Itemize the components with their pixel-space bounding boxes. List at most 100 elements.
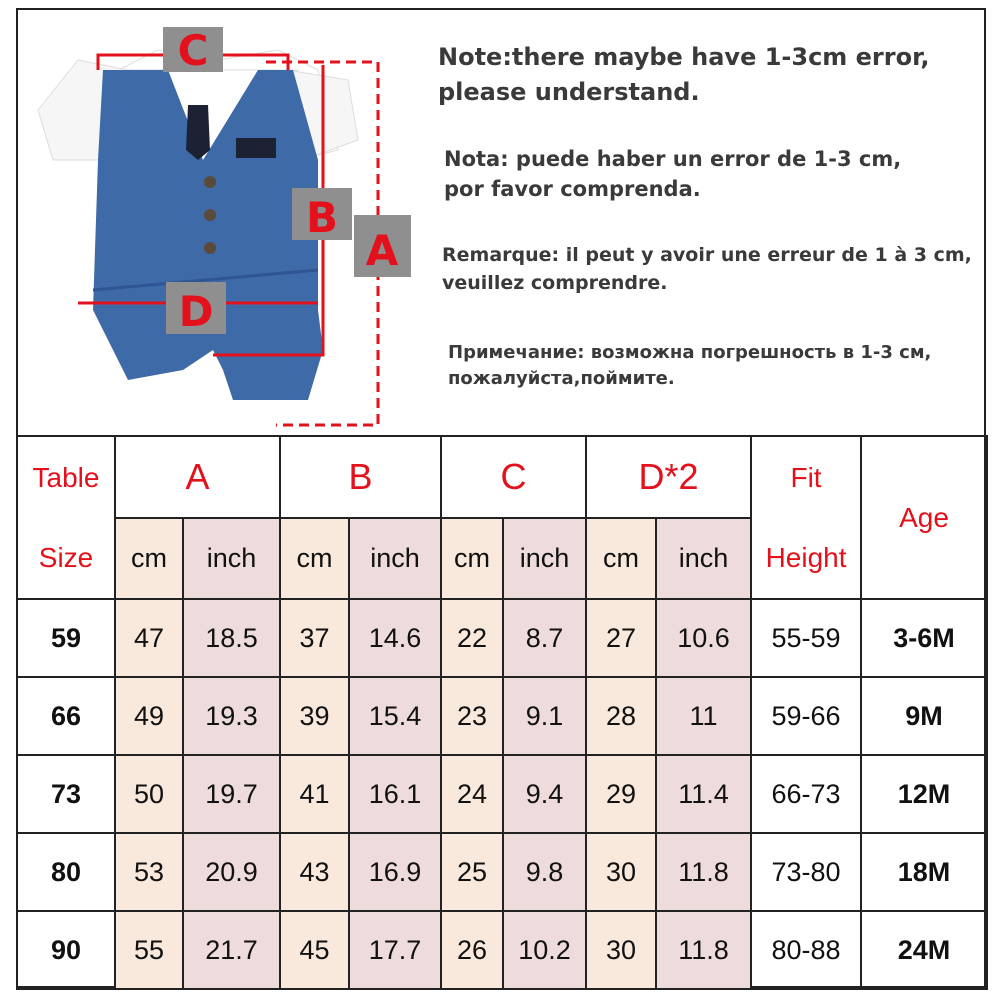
note-russian: Примечание: возможна погрешность в 1-3 с… [448, 340, 931, 392]
unit-inch: inch [181, 517, 282, 600]
label-d: D [166, 282, 226, 336]
cell-age: 3-6M [860, 598, 989, 678]
cell-c-cm: 26 [440, 910, 505, 990]
note-line: please understand. [438, 77, 700, 106]
cell-c-cm: 22 [440, 598, 505, 678]
cell-b-in: 14.6 [348, 598, 443, 678]
cell-a-cm: 50 [114, 754, 184, 834]
label-c-text: C [178, 26, 209, 75]
cell-c-in: 8.7 [502, 598, 588, 678]
cell-b-in: 16.9 [348, 832, 443, 912]
height-label: Height [765, 541, 847, 573]
cell-size: 80 [16, 832, 116, 912]
cell-height: 80-88 [750, 910, 863, 990]
cell-size: 90 [16, 910, 116, 990]
label-c: C [163, 26, 223, 75]
age-header: Age [860, 435, 989, 600]
label-a: A [354, 215, 411, 277]
group-header-a: A [113, 435, 282, 519]
header-row-2: cm inch cm inch cm inch cm inch [17, 517, 987, 600]
unit-cm: cm [114, 517, 184, 600]
cell-a-cm: 55 [114, 910, 184, 990]
cell-d-cm: 28 [585, 676, 658, 756]
cell-c-in: 9.4 [502, 754, 588, 834]
label-b-text: B [306, 193, 338, 242]
cell-d-in: 11.8 [655, 832, 753, 912]
table-size-header: Table Size [16, 435, 116, 600]
note-line: por favor comprenda. [444, 177, 701, 202]
table-row: 73 50 19.7 41 16.1 24 9.4 29 11.4 66-73 12M [16, 754, 989, 834]
note-english: Note:there maybe have 1-3cm error, pleas… [438, 40, 930, 110]
cell-a-cm: 53 [114, 832, 184, 912]
cell-size: 59 [16, 598, 116, 678]
cell-age: 24M [860, 910, 989, 990]
cell-height: 59-66 [750, 676, 863, 756]
unit-cm: cm [585, 517, 658, 600]
cell-d-in: 11 [655, 676, 753, 756]
cell-b-in: 17.7 [348, 910, 443, 990]
fit-height-header: Fit Height [750, 435, 863, 600]
group-header-b: B [279, 435, 443, 519]
note-spanish: Nota: puede haber un error de 1-3 cm, po… [444, 144, 901, 205]
cell-a-in: 21.7 [181, 910, 282, 990]
cell-a-cm: 47 [114, 598, 184, 678]
cell-c-in: 9.1 [502, 676, 588, 756]
cell-height: 55-59 [750, 598, 863, 678]
unit-inch: inch [502, 517, 588, 600]
cell-c-cm: 25 [440, 832, 505, 912]
cell-c-in: 10.2 [502, 910, 588, 990]
cell-age: 12M [860, 754, 989, 834]
cell-a-cm: 49 [114, 676, 184, 756]
romper-illustration [37, 49, 359, 400]
cell-b-cm: 37 [279, 598, 351, 678]
cell-c-cm: 24 [440, 754, 505, 834]
unit-cm: cm [440, 517, 505, 600]
cell-d-cm: 29 [585, 754, 658, 834]
label-a-text: A [366, 226, 399, 275]
cell-size: 66 [16, 676, 116, 756]
cell-height: 73-80 [750, 832, 863, 912]
cell-b-cm: 39 [279, 676, 351, 756]
unit-cm: cm [279, 517, 351, 600]
note-line: Note:there maybe have 1-3cm error, [438, 43, 930, 71]
cell-a-in: 18.5 [181, 598, 282, 678]
cell-size: 73 [16, 754, 116, 834]
note-french: Remarque: il peut y avoir une erreur de … [442, 242, 972, 297]
cell-b-cm: 41 [279, 754, 351, 834]
note-line: Примечание: возможна погрешность в 1-3 с… [448, 342, 932, 363]
cell-c-in: 9.8 [502, 832, 588, 912]
cell-a-in: 20.9 [181, 832, 282, 912]
cell-b-cm: 45 [279, 910, 351, 990]
cell-c-cm: 23 [440, 676, 505, 756]
garment-diagram: C B A D [37, 26, 411, 427]
cell-d-cm: 30 [585, 910, 658, 990]
cell-age: 18M [860, 832, 989, 912]
table-label: Table [32, 461, 100, 493]
note-line: пожалуйста,поймите. [448, 368, 675, 390]
cell-height: 66-73 [750, 754, 863, 834]
note-line: veuillez comprendre. [442, 271, 668, 294]
cell-age: 9M [860, 676, 989, 756]
cell-b-in: 15.4 [348, 676, 443, 756]
size-table: Table Size A B C D*2 Fit Height Age cm inc… [16, 435, 989, 990]
label-d-text: D [179, 287, 214, 336]
unit-inch: inch [655, 517, 753, 600]
header-row-1: Table Size A B C D*2 Fit Height Age [16, 435, 989, 600]
cell-d-in: 10.6 [655, 598, 753, 678]
label-b: B [292, 188, 352, 242]
group-header-d: D*2 [585, 435, 753, 519]
cell-b-in: 16.1 [348, 754, 443, 834]
group-header-c: C [440, 435, 588, 519]
table-row: 80 53 20.9 43 16.9 25 9.8 30 11.8 73-80 18M [16, 832, 989, 912]
table-row: 90 55 21.7 45 17.7 26 10.2 30 11.8 80-88 24M [16, 910, 989, 990]
cell-d-cm: 30 [585, 832, 658, 912]
cell-a-in: 19.3 [181, 676, 282, 756]
unit-inch: inch [348, 517, 443, 600]
note-line: Remarque: il peut y avoir une erreur de … [442, 244, 972, 266]
cell-d-cm: 27 [585, 598, 658, 678]
table-row: 59 47 18.5 37 14.6 22 8.7 27 10.6 55-59 3-6M [16, 598, 989, 678]
size-label: Size [38, 541, 94, 573]
note-line: Nota: puede haber un error de 1-3 cm, [444, 147, 902, 171]
fit-label: Fit [790, 461, 822, 493]
cell-b-cm: 43 [279, 832, 351, 912]
